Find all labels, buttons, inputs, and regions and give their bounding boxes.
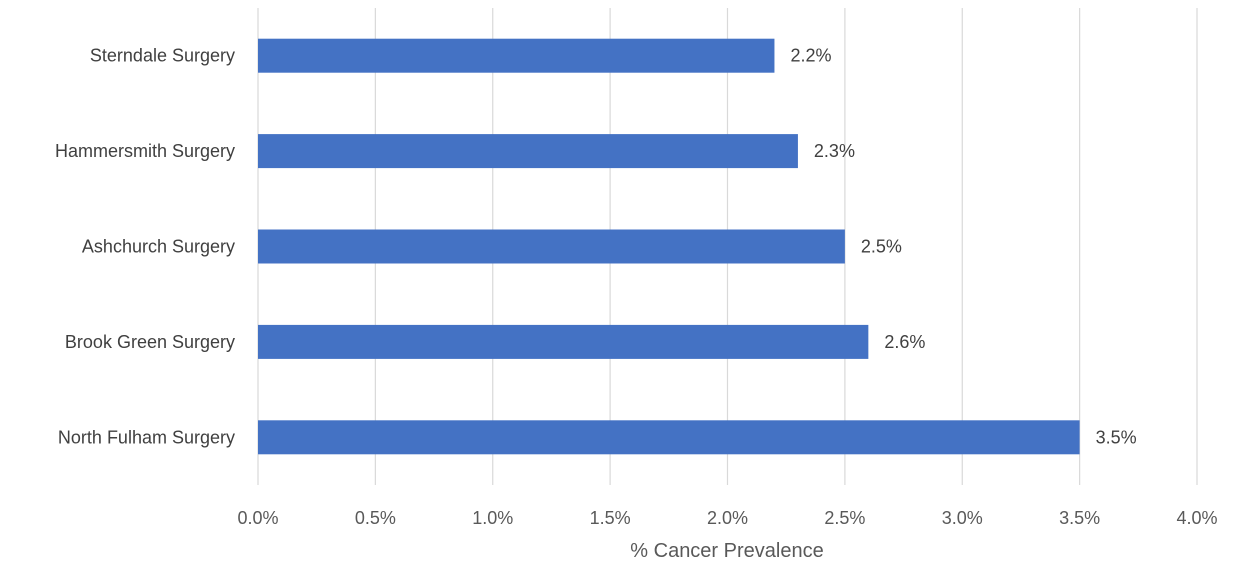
x-tick-label: 0.0% xyxy=(237,508,278,528)
x-tick-label: 1.5% xyxy=(590,508,631,528)
data-label: 2.3% xyxy=(814,141,855,161)
category-label: North Fulham Surgery xyxy=(58,427,235,447)
data-label: 2.6% xyxy=(884,332,925,352)
bar xyxy=(258,134,798,169)
bars xyxy=(258,38,1080,455)
bar xyxy=(258,38,775,73)
category-label: Sterndale Surgery xyxy=(90,46,235,66)
data-labels: 2.2% 2.3% 2.5% 2.6% 3.5% xyxy=(790,46,1136,448)
x-tick-label: 0.5% xyxy=(355,508,396,528)
category-labels: Sterndale Surgery Hammersmith Surgery Ashc… xyxy=(55,46,235,448)
data-label: 3.5% xyxy=(1096,427,1137,447)
category-label: Ashchurch Surgery xyxy=(82,237,235,257)
x-tick-label: 4.0% xyxy=(1176,508,1217,528)
x-tick-label: 3.5% xyxy=(1059,508,1100,528)
bar xyxy=(258,420,1080,455)
x-tick-labels: 0.0% 0.5% 1.0% 1.5% 2.0% 2.5% 3.0% 3.5% 4.0% xyxy=(237,508,1217,528)
category-label: Hammersmith Surgery xyxy=(55,141,235,161)
data-label: 2.5% xyxy=(861,237,902,257)
x-axis-title: % Cancer Prevalence xyxy=(630,540,823,562)
x-tick-label: 2.0% xyxy=(707,508,748,528)
bar xyxy=(258,229,845,264)
x-tick-label: 1.0% xyxy=(472,508,513,528)
x-tick-label: 2.5% xyxy=(824,508,865,528)
data-label: 2.2% xyxy=(790,46,831,66)
bar xyxy=(258,324,869,359)
x-tick-label: 3.0% xyxy=(942,508,983,528)
category-label: Brook Green Surgery xyxy=(65,332,235,352)
